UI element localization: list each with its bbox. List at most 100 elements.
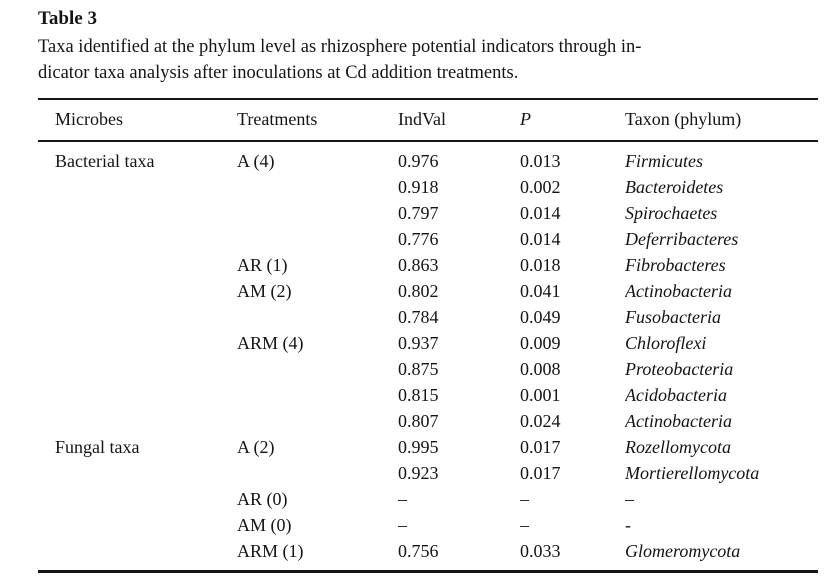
cell-treatments (237, 382, 398, 408)
cell-taxon: Actinobacteria (625, 281, 732, 301)
table-row: ARM (4) 0.937 0.009 Chloroflexi (38, 330, 818, 356)
cell-p: 0.009 (520, 333, 561, 353)
cell-taxon: Chloroflexi (625, 333, 707, 353)
cell-taxon: - (625, 515, 631, 535)
table-row: 0.918 0.002 Bacteroidetes (38, 174, 818, 200)
cell-treatments: AR (1) (237, 255, 288, 275)
cell-p: – (520, 489, 529, 509)
cell-microbes (38, 356, 237, 382)
cell-p: 0.013 (520, 151, 561, 171)
table-row: AM (0) – – - (38, 512, 818, 538)
cell-indval: 0.875 (398, 359, 439, 379)
table-row: 0.923 0.017 Mortierellomycota (38, 460, 818, 486)
table-row: AR (0) – – – (38, 486, 818, 512)
cell-indval: 0.807 (398, 411, 439, 431)
cell-microbes (38, 226, 237, 252)
cell-treatments (237, 408, 398, 434)
table-header-row: Microbes Treatments IndVal P Taxon (phyl… (38, 99, 818, 142)
table-row: Bacterial taxa A (4) 0.976 0.013 Firmicutes (38, 141, 818, 174)
table-row: AR (1) 0.863 0.018 Fibrobacteres (38, 252, 818, 278)
table-body: Bacterial taxa A (4) 0.976 0.013 Firmicutes 0… (38, 141, 818, 572)
cell-p: 0.033 (520, 541, 561, 561)
cell-taxon: Fusobacteria (625, 307, 721, 327)
table-row: 0.784 0.049 Fusobacteria (38, 304, 818, 330)
table-row: Fungal taxa A (2) 0.995 0.017 Rozellomycota (38, 434, 818, 460)
cell-taxon: Proteobacteria (625, 359, 734, 379)
table-caption-line2: dicator taxa analysis after inoculations… (38, 63, 519, 83)
table-row: 0.875 0.008 Proteobacteria (38, 356, 818, 382)
cell-indval: 0.784 (398, 307, 439, 327)
cell-indval: 0.995 (398, 437, 439, 457)
cell-p: 0.014 (520, 203, 561, 223)
cell-treatments: ARM (4) (237, 333, 304, 353)
cell-indval: 0.923 (398, 463, 439, 483)
cell-taxon: Bacteroidetes (625, 177, 724, 197)
cell-p: 0.018 (520, 255, 561, 275)
cell-p: 0.024 (520, 411, 561, 431)
indicator-taxa-table: Microbes Treatments IndVal P Taxon (phyl… (38, 98, 818, 573)
cell-indval: 0.937 (398, 333, 439, 353)
cell-indval: 0.918 (398, 177, 439, 197)
cell-microbes (38, 538, 237, 572)
cell-taxon: Rozellomycota (625, 437, 731, 457)
cell-taxon: Firmicutes (625, 151, 703, 171)
column-header-p-value: P (520, 99, 625, 142)
cell-treatments (237, 460, 398, 486)
cell-treatments (237, 226, 398, 252)
table-row: AM (2) 0.802 0.041 Actinobacteria (38, 278, 818, 304)
cell-indval: 0.863 (398, 255, 439, 275)
cell-treatments (237, 174, 398, 200)
cell-treatments (237, 304, 398, 330)
table-row: 0.776 0.014 Deferribacteres (38, 226, 818, 252)
cell-taxon: Deferribacteres (625, 229, 739, 249)
cell-microbes (38, 304, 237, 330)
cell-indval: 0.756 (398, 541, 439, 561)
cell-p: – (520, 515, 529, 535)
cell-treatments: AM (0) (237, 515, 292, 535)
cell-p: 0.017 (520, 437, 561, 457)
cell-p: 0.041 (520, 281, 561, 301)
cell-microbes (38, 512, 237, 538)
cell-treatments (237, 200, 398, 226)
cell-taxon: Mortierellomycota (625, 463, 760, 483)
cell-p: 0.008 (520, 359, 561, 379)
cell-indval: – (398, 515, 407, 535)
table-row: ARM (1) 0.756 0.033 Glomeromycota (38, 538, 818, 572)
cell-microbes (38, 252, 237, 278)
column-header-taxon: Taxon (phylum) (625, 99, 818, 142)
cell-microbes (38, 330, 237, 356)
cell-indval: 0.976 (398, 151, 439, 171)
cell-taxon: Glomeromycota (625, 541, 741, 561)
cell-taxon: Acidobacteria (625, 385, 727, 405)
cell-p: 0.049 (520, 307, 561, 327)
cell-microbes (38, 486, 237, 512)
cell-treatments: AM (2) (237, 281, 292, 301)
column-header-indval: IndVal (398, 99, 520, 142)
cell-p: 0.001 (520, 385, 561, 405)
cell-microbes (38, 278, 237, 304)
cell-microbes (38, 460, 237, 486)
table-caption: Taxa identified at the phylum level as r… (38, 34, 818, 86)
cell-treatments: A (2) (237, 437, 275, 457)
cell-microbes (38, 200, 237, 226)
cell-indval: 0.815 (398, 385, 439, 405)
cell-microbes: Fungal taxa (55, 437, 140, 457)
column-header-treatments: Treatments (237, 99, 398, 142)
cell-treatments: A (4) (237, 151, 275, 171)
cell-indval: 0.797 (398, 203, 439, 223)
cell-p: 0.014 (520, 229, 561, 249)
cell-treatments (237, 356, 398, 382)
cell-indval: 0.776 (398, 229, 439, 249)
cell-microbes (38, 174, 237, 200)
table-row: 0.815 0.001 Acidobacteria (38, 382, 818, 408)
cell-microbes: Bacterial taxa (55, 151, 155, 171)
cell-microbes (38, 382, 237, 408)
table-caption-line1: Taxa identified at the phylum level as r… (38, 37, 642, 57)
cell-treatments: AR (0) (237, 489, 288, 509)
cell-indval: – (398, 489, 407, 509)
table-title: Table 3 (38, 8, 97, 29)
column-header-microbes: Microbes (38, 99, 237, 142)
cell-taxon: – (625, 489, 634, 509)
cell-taxon: Fibrobacteres (625, 255, 726, 275)
